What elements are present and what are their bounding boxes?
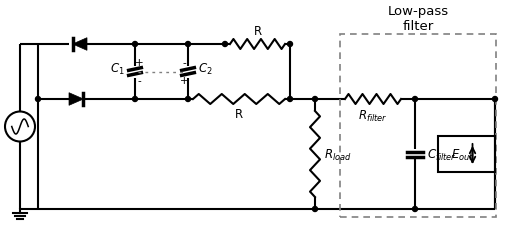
Text: -: -: [137, 76, 141, 86]
Circle shape: [413, 207, 417, 212]
Text: +: +: [135, 58, 143, 68]
Text: +: +: [180, 76, 188, 86]
Text: $C_1$: $C_1$: [110, 62, 125, 77]
Polygon shape: [73, 38, 87, 51]
Text: R: R: [235, 108, 243, 120]
Text: -: -: [182, 58, 186, 68]
Text: $C_2$: $C_2$: [198, 62, 212, 77]
Polygon shape: [69, 93, 83, 106]
Circle shape: [35, 97, 40, 102]
Text: $C_{filter}$: $C_{filter}$: [427, 147, 457, 162]
Circle shape: [288, 42, 292, 47]
Text: $R_{filter}$: $R_{filter}$: [358, 109, 388, 124]
Text: Low-pass
filter: Low-pass filter: [388, 5, 449, 33]
Text: $R_{load}$: $R_{load}$: [324, 147, 352, 162]
Circle shape: [133, 97, 138, 102]
Circle shape: [312, 97, 317, 102]
Circle shape: [493, 97, 498, 102]
Bar: [438, 136, 495, 172]
Text: $E_{out}$: $E_{out}$: [451, 147, 474, 162]
Circle shape: [288, 97, 292, 102]
Circle shape: [312, 207, 317, 212]
Bar: [340, 35, 496, 217]
Circle shape: [413, 97, 417, 102]
Circle shape: [185, 42, 190, 47]
Text: R: R: [253, 25, 262, 38]
Circle shape: [223, 42, 227, 47]
Circle shape: [185, 97, 190, 102]
Circle shape: [133, 42, 138, 47]
